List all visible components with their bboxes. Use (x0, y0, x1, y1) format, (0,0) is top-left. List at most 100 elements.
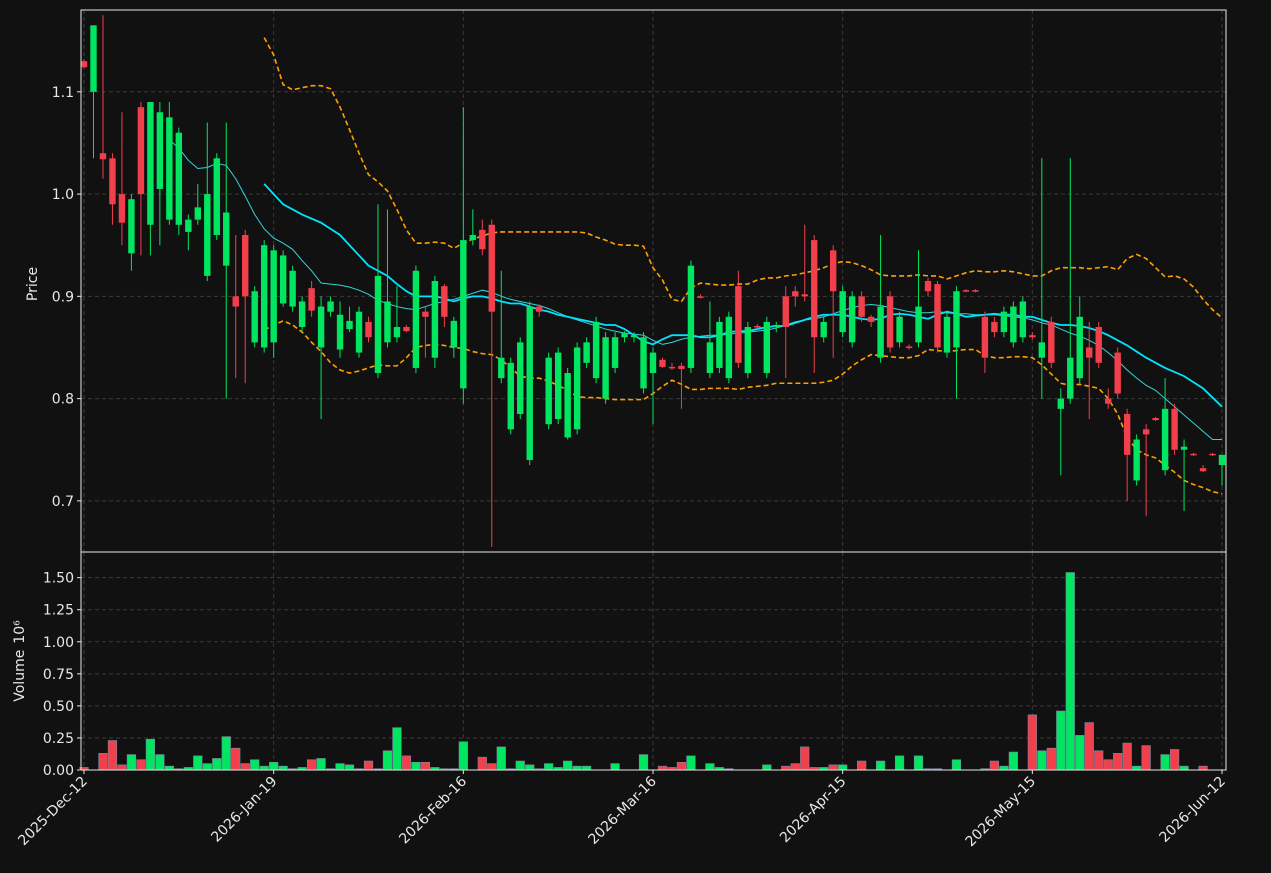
candle-body (431, 281, 439, 358)
candle-body (327, 301, 334, 312)
candle-body (147, 102, 154, 225)
volume-bar (278, 765, 288, 771)
candle-body (953, 291, 960, 348)
volume-bar (306, 759, 317, 771)
candle-body (924, 281, 932, 292)
candle-body (697, 296, 704, 298)
volume-bar (638, 754, 649, 771)
candle-body (1010, 306, 1017, 343)
candle-body (678, 365, 685, 369)
candle-body (384, 301, 391, 343)
candle-body (801, 294, 808, 297)
volume-bar (582, 765, 592, 771)
volume-bar (363, 760, 374, 771)
x-tick-label: 2025-Dec-12 (15, 774, 90, 849)
y-tick-label: 0.7 (52, 494, 74, 510)
volume-bar (420, 762, 431, 771)
candle-body (649, 352, 657, 374)
candle-body (1086, 347, 1093, 358)
volume-bar (117, 764, 127, 771)
candle-body (602, 337, 609, 399)
volume-bar (1008, 751, 1018, 771)
volume-bar (1169, 749, 1180, 771)
y-tick-label: 0.75 (43, 667, 74, 683)
candle-body (289, 270, 296, 307)
candle-body (820, 321, 827, 338)
volume-bar (1122, 742, 1132, 771)
volume-bar (1027, 714, 1037, 771)
volume-bar (221, 736, 231, 771)
candle-body (706, 342, 714, 374)
candle-body (194, 207, 201, 220)
indicator-line (263, 183, 1223, 408)
volume-bar (382, 750, 393, 771)
volume-bar (544, 763, 554, 771)
price-axis-label: Price (25, 267, 41, 301)
volume-bar (913, 755, 924, 771)
volume-bar (800, 746, 810, 771)
volume-bar (790, 763, 800, 771)
candle-body (773, 324, 780, 328)
candle-body (839, 291, 846, 333)
candle-body (80, 61, 88, 68)
volume-bar (335, 763, 345, 771)
candle-body (1029, 335, 1036, 338)
candle-body (858, 296, 865, 317)
volume-bar (98, 753, 108, 771)
y-tick-label: 0.8 (52, 392, 74, 408)
candle-body (1199, 468, 1207, 472)
candle-body (317, 306, 325, 348)
candle-body (242, 234, 249, 297)
candle-body (223, 212, 230, 266)
candle-body (867, 316, 875, 322)
volume-bar (107, 740, 118, 771)
volume-exponent: 10⁶ (12, 620, 28, 644)
y-tick-label: 1.1 (52, 85, 74, 101)
candle-body (659, 359, 666, 367)
candle-body (460, 240, 467, 389)
y-tick-label: 0.9 (52, 289, 74, 305)
candle-body (137, 107, 145, 195)
volume-bar (525, 764, 535, 771)
candle-body (1038, 342, 1046, 358)
candle-body (1105, 398, 1112, 404)
candle-body (754, 325, 761, 328)
candle-body (1067, 357, 1074, 399)
volume-bar (259, 765, 269, 771)
volume-axis-label: Volume 10⁶ (12, 620, 28, 702)
volume-bar (563, 760, 573, 771)
volume-bar (231, 747, 241, 771)
candle-body (498, 357, 505, 379)
volume-bar (136, 759, 146, 771)
candle-body (962, 290, 970, 292)
candle-body (355, 311, 363, 353)
candle-body (934, 284, 941, 348)
candle-body (469, 234, 477, 241)
candle-body (1076, 316, 1083, 379)
volume-label: Volume (12, 650, 28, 702)
candle-body (1114, 352, 1121, 394)
volume-bar (1160, 754, 1170, 771)
x-tick-label: 2026-May-15 (963, 774, 1040, 851)
candle-body (991, 321, 998, 333)
candle-body (640, 337, 647, 389)
volume-bar (686, 755, 696, 771)
candle-body (99, 153, 107, 160)
candle-body (792, 291, 799, 297)
volume-bar (1113, 753, 1123, 771)
candle-body (479, 229, 486, 250)
x-tick-label: 2026-Apr-15 (777, 774, 850, 847)
candle-body (1019, 301, 1027, 338)
candle-body (716, 321, 723, 368)
volume-bar (838, 764, 848, 771)
volume-bar (1103, 759, 1113, 771)
candle-body (583, 342, 590, 363)
candle-body (403, 327, 410, 332)
volume-bar (269, 762, 279, 771)
candle-body (517, 342, 524, 414)
candle-body (668, 366, 676, 369)
candle-body (156, 112, 164, 189)
candle-body (1190, 453, 1197, 456)
candle-body (1048, 321, 1055, 363)
volume-bar (989, 760, 999, 771)
